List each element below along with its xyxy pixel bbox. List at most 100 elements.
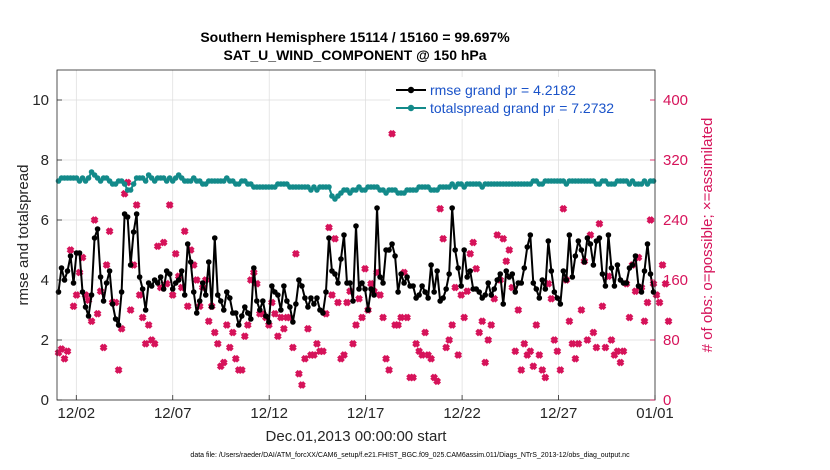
obs-marker-bar — [655, 298, 664, 307]
obs-assimilated-point — [421, 328, 430, 337]
y-right-tick-labels: 0 80 160 240 320 400 — [663, 92, 688, 409]
x-tick-label: 01/01 — [636, 405, 674, 422]
obs-assimilated-point — [355, 294, 363, 303]
obs-assimilated-point — [412, 339, 420, 348]
y-right-tick-label: 80 — [663, 332, 680, 349]
obs-assimilated-point — [475, 328, 484, 337]
rmse-point — [296, 277, 302, 283]
x-tick-label: 12/22 — [443, 405, 481, 422]
rmse-point — [166, 271, 173, 277]
y-left-tick-label: 4 — [41, 272, 49, 289]
obs-marker-bar — [592, 343, 601, 352]
rmse-point — [202, 292, 209, 298]
obs-assimilated-point — [460, 313, 469, 322]
obs-marker-bar — [418, 351, 426, 359]
obs-assimilated-point — [319, 347, 327, 356]
obs-marker-bar — [150, 339, 159, 348]
obs-assimilated-point — [394, 321, 402, 329]
rmse-point — [641, 268, 648, 274]
rmse-point — [392, 253, 398, 259]
rmse-point — [106, 268, 113, 274]
rmse-point — [332, 271, 338, 277]
obs-marker-bar — [475, 328, 484, 337]
rmse-point — [644, 241, 651, 247]
obs-marker-bar — [460, 313, 469, 322]
obs-marker-bar — [325, 223, 333, 232]
obs-assimilated-point — [556, 366, 565, 374]
rmse-point — [193, 310, 200, 316]
rmse-point — [422, 289, 428, 295]
obs-assimilated-point — [616, 358, 625, 367]
obs-assimilated-point — [87, 317, 96, 326]
rmse-point — [494, 277, 501, 283]
obs-assimilated-point — [454, 351, 463, 359]
rmse-point — [130, 229, 137, 235]
rmse-point — [245, 310, 251, 316]
rmse-point — [629, 262, 636, 268]
rmse-point — [527, 232, 534, 238]
obs-assimilated-point — [219, 358, 228, 367]
y-left-tick-label: 8 — [41, 152, 49, 169]
rmse-point — [58, 265, 65, 271]
obs-marker-bar — [565, 317, 574, 326]
rmse-point — [242, 304, 248, 310]
obs-marker-bar — [144, 321, 153, 329]
obs-assimilated-point — [535, 351, 544, 359]
rmse-point — [208, 304, 215, 310]
rmse-point — [335, 280, 341, 286]
obs-marker-bar — [541, 373, 550, 382]
rmse-point — [488, 292, 495, 298]
rmse-point — [608, 265, 615, 271]
rmse-point — [263, 313, 269, 319]
rmse-point — [64, 268, 71, 274]
obs-assimilated-point — [204, 317, 213, 326]
obs-assimilated-point — [228, 328, 237, 337]
rmse-point — [305, 304, 311, 310]
obs-marker-bar — [153, 242, 162, 251]
obs-assimilated-point — [445, 336, 454, 344]
rmse-point — [226, 295, 233, 301]
rmse-point — [175, 277, 182, 283]
obs-assimilated-point — [289, 343, 297, 352]
rmse-point — [548, 268, 555, 274]
obs-marker-bar — [147, 336, 156, 344]
rmse-point — [647, 271, 654, 277]
rmse-point — [539, 277, 546, 283]
rmse-point — [82, 304, 89, 310]
rmse-point — [545, 238, 552, 244]
rmse-point — [482, 292, 489, 298]
rmse-point — [350, 298, 356, 304]
obs-marker-bar — [105, 227, 114, 236]
obs-assimilated-point — [153, 242, 162, 251]
rmse-point — [79, 289, 86, 295]
rmse-point — [578, 247, 585, 253]
obs-assimilated-point — [57, 345, 66, 353]
x-tick-label: 12/17 — [347, 405, 385, 422]
obs-assimilated-point — [541, 373, 550, 382]
legend-spread-marker — [407, 104, 415, 112]
obs-marker-bar — [102, 261, 111, 269]
obs-marker-bar — [589, 328, 598, 337]
obs-assimilated-point — [180, 227, 189, 236]
obs-marker-bar — [514, 306, 523, 314]
rmse-point — [214, 292, 221, 298]
obs-marker-bar — [490, 294, 499, 303]
obs-marker-bar — [138, 313, 147, 322]
obs-marker-bar — [631, 287, 640, 296]
obs-assimilated-point — [66, 246, 75, 254]
y-left-tick-label: 10 — [32, 92, 49, 109]
obs-marker-bar — [619, 347, 628, 356]
obs-assimilated-point — [505, 246, 514, 254]
obs-assimilated-point — [529, 362, 538, 371]
obs-marker-bar — [466, 249, 475, 258]
obs-marker-bar — [66, 246, 75, 254]
obs-assimilated-point — [240, 332, 249, 341]
obs-marker-bar — [664, 317, 673, 326]
rmse-point — [590, 262, 597, 268]
rmse-point — [178, 268, 185, 274]
rmse-point — [443, 286, 449, 292]
obs-marker-bar — [568, 339, 577, 348]
rmse-point — [248, 316, 254, 322]
obs-marker-bar — [334, 298, 342, 307]
obs-assimilated-point — [141, 339, 150, 348]
